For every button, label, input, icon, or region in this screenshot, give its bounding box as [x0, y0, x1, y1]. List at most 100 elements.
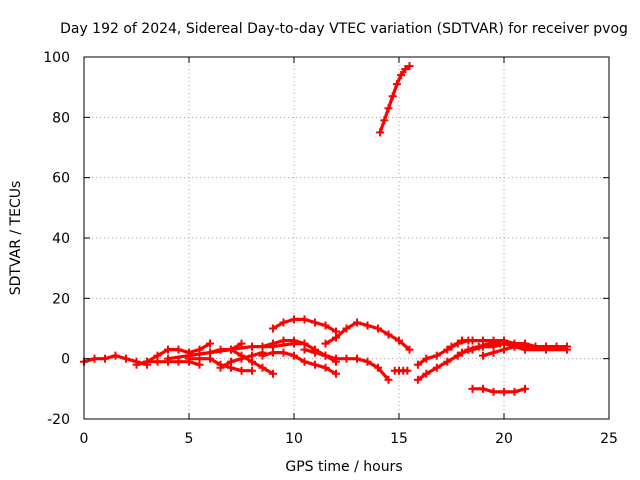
data-point — [479, 384, 487, 393]
data-point — [443, 345, 452, 354]
data-point — [521, 342, 529, 351]
data-point — [403, 366, 412, 375]
data-point — [563, 342, 571, 351]
data-point — [342, 354, 351, 363]
data-point — [374, 324, 382, 333]
data-point — [384, 104, 393, 113]
data-point — [227, 357, 235, 366]
data-point — [311, 318, 319, 327]
data-point — [401, 65, 410, 74]
y-tick-label: 0 — [61, 352, 70, 368]
data-point — [174, 345, 183, 354]
data-point — [500, 345, 508, 354]
data-point — [432, 351, 441, 360]
data-point — [164, 345, 172, 354]
data-point — [269, 348, 277, 357]
data-point — [422, 354, 431, 363]
data-point — [216, 345, 225, 354]
data-point — [206, 348, 214, 357]
data-point — [392, 80, 401, 89]
data-point — [380, 116, 389, 125]
data-point — [363, 357, 372, 366]
data-point — [290, 336, 298, 345]
tick-labels: 0 5 10 15 20 25 -20 0 20 40 60 80 100 — [43, 50, 618, 447]
data-point — [321, 351, 330, 360]
data-point — [510, 342, 519, 351]
data-point — [422, 369, 431, 378]
data-point — [258, 363, 267, 372]
data-point — [195, 354, 204, 363]
data-point — [388, 92, 397, 101]
data-point — [111, 351, 120, 360]
data-point — [363, 321, 372, 330]
data-point — [500, 387, 508, 396]
x-tick-label: 10 — [285, 431, 303, 447]
data-point — [90, 354, 99, 363]
y-tick-label: 60 — [52, 171, 70, 187]
plot-frame — [83, 56, 610, 420]
data-point — [489, 387, 498, 396]
data-point — [300, 315, 309, 324]
x-tick-label: 15 — [390, 431, 408, 447]
data-point — [342, 324, 351, 333]
data-point — [300, 345, 309, 354]
data-point — [453, 351, 462, 360]
data-point — [248, 366, 256, 375]
y-tick-label: -20 — [47, 412, 70, 428]
data-point — [279, 348, 288, 357]
data-point — [321, 363, 330, 372]
data-point — [227, 345, 235, 354]
data-point — [468, 336, 477, 345]
data-point — [521, 384, 529, 393]
data-series — [80, 62, 571, 396]
data-point — [432, 363, 441, 372]
data-point — [206, 339, 214, 348]
data-point — [311, 348, 319, 357]
y-tick-label: 100 — [43, 50, 70, 66]
data-point — [405, 345, 414, 354]
data-point — [321, 339, 330, 348]
grid-lines — [84, 57, 609, 419]
data-point — [405, 62, 414, 71]
data-point — [332, 333, 340, 342]
axis-ticks — [83, 56, 610, 420]
data-point — [376, 128, 385, 137]
y-axis-label: SDTVAR / TECUs — [8, 181, 24, 296]
data-point — [237, 354, 246, 363]
data-point — [353, 318, 361, 327]
data-point — [395, 336, 403, 345]
data-point — [443, 357, 452, 366]
data-point — [269, 339, 277, 348]
data-point — [321, 321, 330, 330]
data-point — [122, 354, 130, 363]
data-point — [143, 357, 151, 366]
data-point — [279, 318, 288, 327]
data-point — [269, 369, 277, 378]
data-point — [384, 330, 393, 339]
data-point — [174, 357, 183, 366]
data-point — [458, 336, 466, 345]
data-point — [384, 375, 393, 384]
x-tick-label: 25 — [600, 431, 618, 447]
data-point — [248, 342, 256, 351]
data-point — [132, 360, 141, 369]
data-point — [413, 375, 422, 384]
data-point — [300, 357, 309, 366]
data-point — [479, 342, 487, 351]
data-point — [489, 348, 498, 357]
data-point — [195, 345, 204, 354]
data-point — [353, 354, 361, 363]
data-point — [510, 387, 519, 396]
y-tick-label: 40 — [52, 231, 70, 247]
data-point — [397, 71, 406, 80]
data-point — [216, 363, 225, 372]
data-point — [374, 363, 382, 372]
x-tick-label: 5 — [185, 431, 194, 447]
data-point — [311, 360, 319, 369]
data-point — [458, 348, 466, 357]
data-point — [552, 342, 561, 351]
x-tick-label: 0 — [80, 431, 89, 447]
data-point — [153, 357, 162, 366]
data-point — [332, 369, 340, 378]
